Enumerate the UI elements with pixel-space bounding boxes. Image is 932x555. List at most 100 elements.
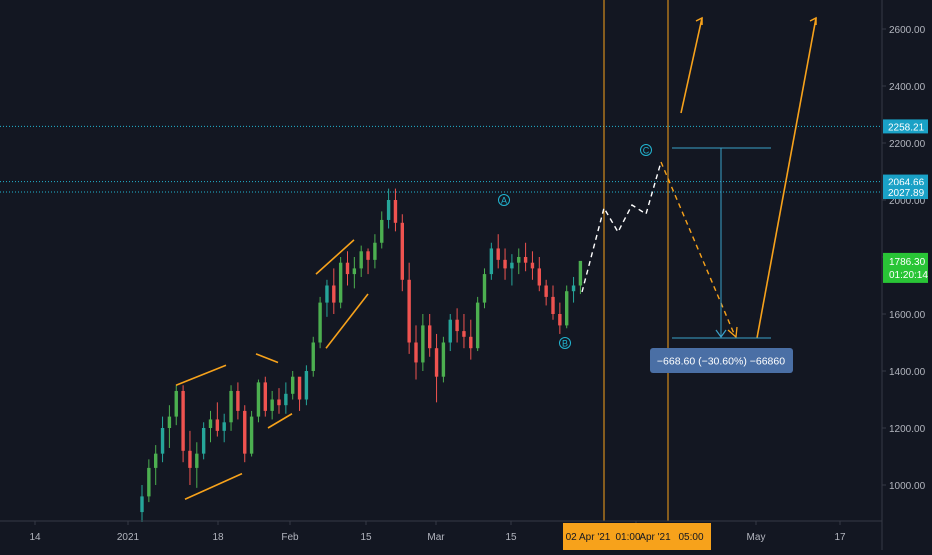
candle-body [421,325,425,363]
candle [332,268,336,314]
candle-body [291,376,295,394]
pattern-trend-line [756,17,817,339]
candle-body [434,348,439,377]
candle-body [565,291,569,326]
time-tick-label: Feb [281,532,299,543]
time-axis[interactable]: 14 2021 18 Feb 15 Mar 15 May 17 02 Apr '21 01:00Ap… [0,520,882,550]
candle [517,248,521,275]
current-price-tag-bg [883,252,928,283]
candle [311,336,315,377]
time-range-label: 02 Apr '21 [566,532,611,543]
candle-body [530,262,535,269]
candle-body [441,342,446,377]
candle [421,314,425,371]
candle [551,285,555,320]
price-tick-label: 2600.00 [889,25,926,36]
candle-body [338,262,343,303]
pattern-trend-line [315,239,355,275]
candle [140,485,144,523]
candle-body [455,319,459,332]
candle-body [386,200,391,220]
candle-body [510,262,514,269]
candle-body [236,390,240,411]
candle [578,260,583,295]
candle-body [359,251,363,269]
candle [475,296,480,352]
current-price-text: 1786.30 [889,257,926,268]
candle [510,254,514,286]
candles [140,188,583,523]
price-tick-label: 1000.00 [889,481,926,492]
candle-body [400,222,404,280]
candle-body [222,422,226,431]
candle [318,296,322,349]
candle [393,188,398,232]
countdown-text: 01:20:14 [889,270,928,281]
candle [215,402,220,437]
candle-body [208,419,213,428]
candle [304,365,309,406]
candle [277,388,281,414]
candle [236,382,240,420]
candle-body [571,285,576,292]
price-level-tag-text: 2258.21 [888,122,925,133]
candle [380,211,384,249]
candle [195,442,199,488]
arrow-head-icon [809,16,817,25]
candle-body [311,342,315,371]
arrow-down-icon [715,329,727,339]
price-tick-label: 2200.00 [889,139,926,150]
candle [154,445,158,485]
candle-body [160,428,165,454]
candle-body [249,416,254,454]
price-tick-label: 2400.00 [889,82,926,93]
candle [222,413,226,443]
candle-body [154,453,158,468]
candle [448,314,452,352]
wave-label-text: B [562,339,568,349]
candle-body [352,268,357,275]
candle-body [304,371,309,400]
candle-body [517,257,521,263]
price-tick-label: 1400.00 [889,367,926,378]
price-axis[interactable]: 1000.001200.001400.001600.001800.002000.… [881,0,928,550]
candle-body [366,251,370,260]
candle-body [181,390,185,451]
time-tick-label: 2021 [117,532,140,543]
pattern-trend-line [175,364,227,386]
candle [489,242,494,280]
time-range-label: 01:00 [615,532,640,543]
time-range-highlight [563,523,711,550]
candle [469,319,473,360]
candle-body [345,262,350,275]
candle [414,325,418,380]
candle [434,333,439,403]
candle [338,257,343,309]
candle-body [496,248,500,260]
time-tick-label: Mar [427,532,445,543]
candle [270,390,274,420]
candle-body [503,259,507,269]
candle-body [174,390,178,417]
candle-body [263,382,267,411]
candle [400,214,404,292]
candle [229,385,233,431]
candle-body [215,419,220,431]
arrow-head-icon [695,16,703,25]
time-tick-label: 15 [505,532,517,543]
candle [523,242,528,272]
candle-body [428,325,432,349]
price-level-tag-text: 2027.89 [888,188,925,199]
candle [208,410,213,443]
price-level-tag-text: 2064.66 [888,178,925,189]
candle [407,262,411,354]
candle-body [277,399,281,406]
candle-body [325,285,329,303]
candle-body [578,260,583,286]
candle-body [297,376,302,400]
candle [291,371,295,400]
candle [359,245,363,277]
